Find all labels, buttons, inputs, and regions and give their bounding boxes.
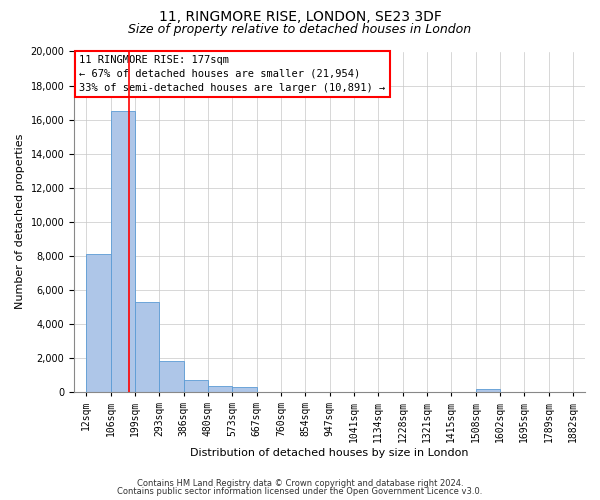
Bar xyxy=(208,386,232,392)
Text: 11, RINGMORE RISE, LONDON, SE23 3DF: 11, RINGMORE RISE, LONDON, SE23 3DF xyxy=(158,10,442,24)
Y-axis label: Number of detached properties: Number of detached properties xyxy=(15,134,25,310)
Bar xyxy=(135,302,159,392)
Bar xyxy=(232,386,257,392)
Bar xyxy=(159,361,184,392)
X-axis label: Distribution of detached houses by size in London: Distribution of detached houses by size … xyxy=(190,448,469,458)
Text: Contains public sector information licensed under the Open Government Licence v3: Contains public sector information licen… xyxy=(118,487,482,496)
Text: Size of property relative to detached houses in London: Size of property relative to detached ho… xyxy=(128,22,472,36)
Text: Contains HM Land Registry data © Crown copyright and database right 2024.: Contains HM Land Registry data © Crown c… xyxy=(137,478,463,488)
Bar xyxy=(86,254,110,392)
Bar xyxy=(184,380,208,392)
Bar xyxy=(476,389,500,392)
Bar xyxy=(110,111,135,392)
Text: 11 RINGMORE RISE: 177sqm
← 67% of detached houses are smaller (21,954)
33% of se: 11 RINGMORE RISE: 177sqm ← 67% of detach… xyxy=(79,55,386,93)
